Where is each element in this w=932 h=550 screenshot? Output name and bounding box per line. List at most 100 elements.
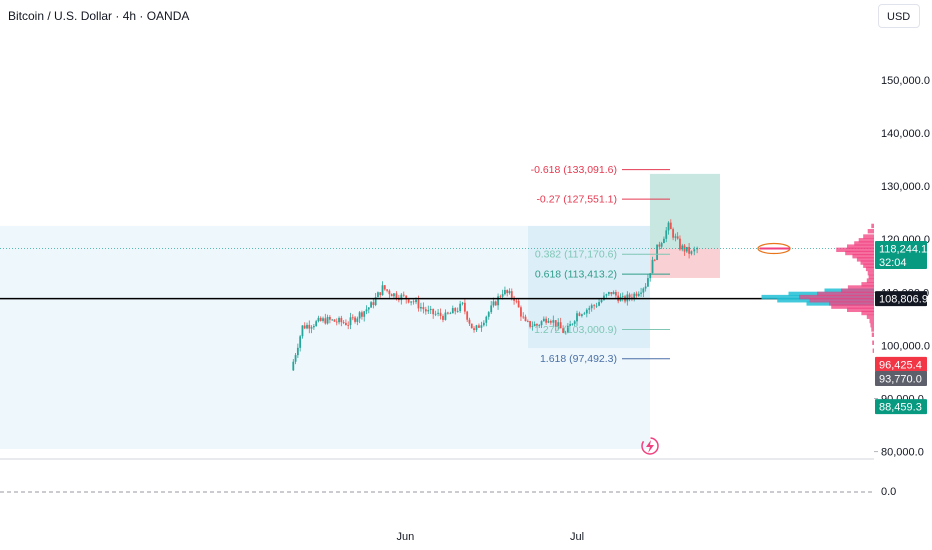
volume-profile-bar [847,285,874,290]
candle [444,309,447,321]
volume-profile-bar-overlap [799,294,874,300]
currency-button[interactable]: USD [878,4,920,28]
candle [487,311,490,320]
lower-pane-tick-label: 0.0 [881,486,896,498]
candle-body [328,316,331,320]
candle [326,314,329,325]
candle [585,308,588,318]
candle [454,307,457,315]
candle [422,302,425,314]
candle-body [485,316,488,323]
candle-body [605,294,608,296]
candle [656,244,658,261]
candle-body [637,293,640,296]
candle [308,320,311,334]
candle [679,235,681,251]
candle-body [449,313,452,315]
chart-title: Bitcoin / U.S. Dollar · 4h · OANDA [8,9,190,23]
candle-body [312,326,315,328]
candle-body [470,323,473,329]
candle-body [676,236,679,239]
candle [508,288,511,295]
volume-profile-bar [872,340,874,345]
candle [342,320,345,325]
candle-body [377,292,379,298]
tradingview-logo-icon [641,437,659,455]
candle-body [588,308,591,310]
price-tag: 108,806.9 [875,291,928,307]
candle [333,319,336,322]
candle [356,316,359,326]
candle [690,250,693,256]
candle [407,299,410,304]
price-tag-label: 93,770.0 [879,373,922,385]
fib-level-label: -0.27 (127,551.1) [536,194,617,206]
candle [628,292,631,302]
candle [688,242,691,259]
candle-body [361,312,363,317]
y-tick-label: 80,000.0 [881,447,924,459]
candle-body [607,292,610,295]
volume-profile-bar [870,323,874,328]
candle [470,323,473,329]
volume-profile-bar [863,234,874,239]
volume-profile-bar [831,304,874,309]
profit-zone [650,173,720,249]
candle [549,319,552,325]
candle-body [578,313,581,316]
candle-body [633,293,636,299]
candle [370,300,372,308]
candle-body [437,312,439,314]
candle [386,289,388,293]
candle [554,320,557,331]
candle-body [395,293,398,299]
candle-body [598,302,600,306]
volume-profile-bar [854,241,874,246]
candle-body [547,320,550,323]
candle [566,323,569,334]
candle-body [446,312,449,314]
candle [647,274,649,287]
candle-body [559,322,562,329]
candle-body [390,294,393,297]
candle [633,292,636,302]
candle [653,258,656,262]
price-tag: 118,244.132:04 [875,241,927,270]
candle-body [427,310,430,312]
price-tag: 93,770.0 [875,370,927,386]
candle-body [468,319,471,324]
candle-body [422,307,425,310]
volume-profile-bar [871,223,874,229]
candle-body [529,321,531,327]
price-tag-countdown: 32:04 [879,257,907,269]
candle [524,314,527,322]
candle-body [621,296,624,298]
candle [667,221,670,235]
candle [292,359,295,371]
candle-body [424,309,427,312]
candle [317,315,320,323]
candle [451,305,454,314]
candle [593,304,596,310]
candle-body [595,305,598,307]
volume-profile-bar [872,348,874,353]
candle [461,301,464,306]
candle-body [660,243,663,247]
price-tag-bg [875,291,927,307]
candle-body [381,285,384,296]
candle [390,293,393,297]
candle [475,324,478,333]
candle-body [372,302,375,306]
candle-body [642,288,645,293]
candle-body [386,289,388,291]
candle-body [533,324,536,327]
candle-body [501,294,504,297]
candle [347,321,350,330]
candle-body [402,294,405,296]
candle [299,334,302,352]
candle [480,321,483,332]
candle [696,246,699,254]
candle-body [531,326,534,327]
volume-profile-bar [845,250,874,256]
